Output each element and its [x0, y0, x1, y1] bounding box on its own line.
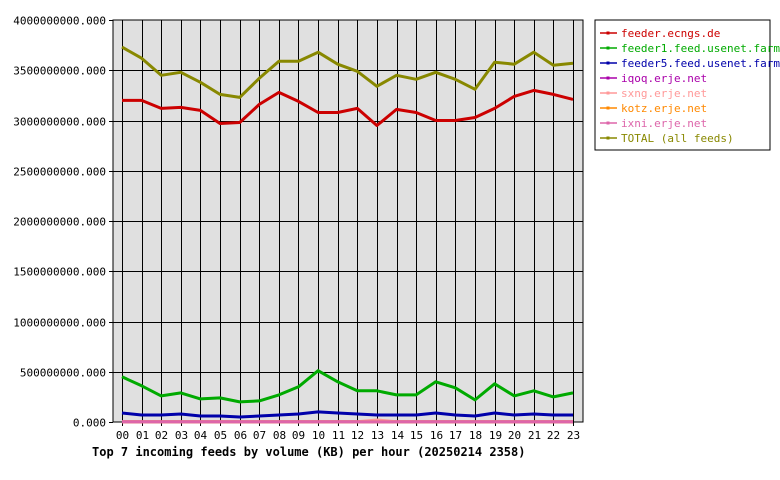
- x-tick-label: 04: [194, 429, 208, 442]
- series-lines: [121, 45, 574, 424]
- x-tick-label: 22: [547, 429, 560, 442]
- x-tick-label: 17: [449, 429, 462, 442]
- x-axis-tick-labels: 00 01 02 03 04 05 06 07 08 09 10 11 12 13 14 15 16 17 18 19…: [116, 429, 580, 442]
- x-tick-label: 21: [528, 429, 541, 442]
- y-tick-label: 1000000000.000: [13, 317, 106, 330]
- legend-label: sxng.erje.net: [621, 87, 707, 100]
- legend-marker: [606, 61, 610, 65]
- x-tick-label: 06: [234, 429, 247, 442]
- x-tick-label: 16: [430, 429, 443, 442]
- series-line-total-all-feeds: [121, 45, 574, 99]
- x-tick-label: 10: [312, 429, 325, 442]
- grid-lines: [109, 20, 583, 426]
- x-tick-label: 13: [371, 429, 384, 442]
- y-tick-label: 2500000000.000: [13, 166, 106, 179]
- chart-title: Top 7 incoming feeds by volume (KB) per …: [92, 445, 525, 459]
- legend-label: feeder5.feed.usenet.farm: [621, 57, 780, 70]
- y-axis-tick-labels: 0.000 500000000.000 1000000000.000 15000000…: [13, 15, 106, 430]
- x-tick-label: 05: [214, 429, 227, 442]
- x-tick-label: 08: [273, 429, 286, 442]
- x-tick-label: 09: [292, 429, 305, 442]
- x-tick-label: 01: [136, 429, 149, 442]
- x-tick-label: 15: [410, 429, 423, 442]
- x-tick-label: 07: [253, 429, 266, 442]
- series-line-feeder5-feed-usenet-farm: [121, 410, 573, 419]
- legend-marker: [606, 46, 610, 50]
- x-tick-label: 12: [351, 429, 364, 442]
- x-tick-label: 11: [332, 429, 345, 442]
- legend-marker: [606, 106, 610, 110]
- legend: feeder.ecngs.de feeder1.feed.usenet.farm f…: [594, 19, 780, 151]
- legend-label: feeder.ecngs.de: [621, 27, 720, 40]
- legend-label: kotz.erje.net: [621, 102, 707, 115]
- legend-box: [594, 19, 771, 151]
- legend-label: feeder1.feed.usenet.farm: [621, 42, 780, 55]
- legend-label: TOTAL (all feeds): [621, 132, 734, 145]
- y-tick-label: 2000000000.000: [13, 216, 106, 229]
- x-tick-label: 14: [391, 429, 405, 442]
- y-tick-label: 1500000000.000: [13, 266, 106, 279]
- legend-label: ixni.erje.net: [621, 117, 707, 130]
- x-tick-label: 18: [469, 429, 482, 442]
- y-tick-label: 0.000: [73, 417, 106, 430]
- y-tick-label: 500000000.000: [20, 367, 106, 380]
- x-tick-label: 00: [116, 429, 129, 442]
- y-tick-label: 3000000000.000: [13, 116, 106, 129]
- x-tick-label: 03: [175, 429, 188, 442]
- x-tick-label: 23: [567, 429, 580, 442]
- y-tick-label: 3500000000.000: [13, 65, 106, 78]
- legend-marker: [606, 91, 610, 95]
- legend-label: iqoq.erje.net: [621, 72, 707, 85]
- legend-marker: [606, 31, 610, 35]
- x-tick-label: 19: [489, 429, 502, 442]
- legend-marker: [606, 76, 610, 80]
- series-line-feeder-ecngs-de: [122, 88, 574, 127]
- series-line-feeder1-feed-usenet-farm: [121, 369, 574, 404]
- y-tick-label: 4000000000.000: [13, 15, 106, 28]
- x-tick-label: 20: [508, 429, 521, 442]
- legend-marker: [606, 121, 610, 125]
- legend-marker: [606, 136, 610, 140]
- x-tick-label: 02: [155, 429, 168, 442]
